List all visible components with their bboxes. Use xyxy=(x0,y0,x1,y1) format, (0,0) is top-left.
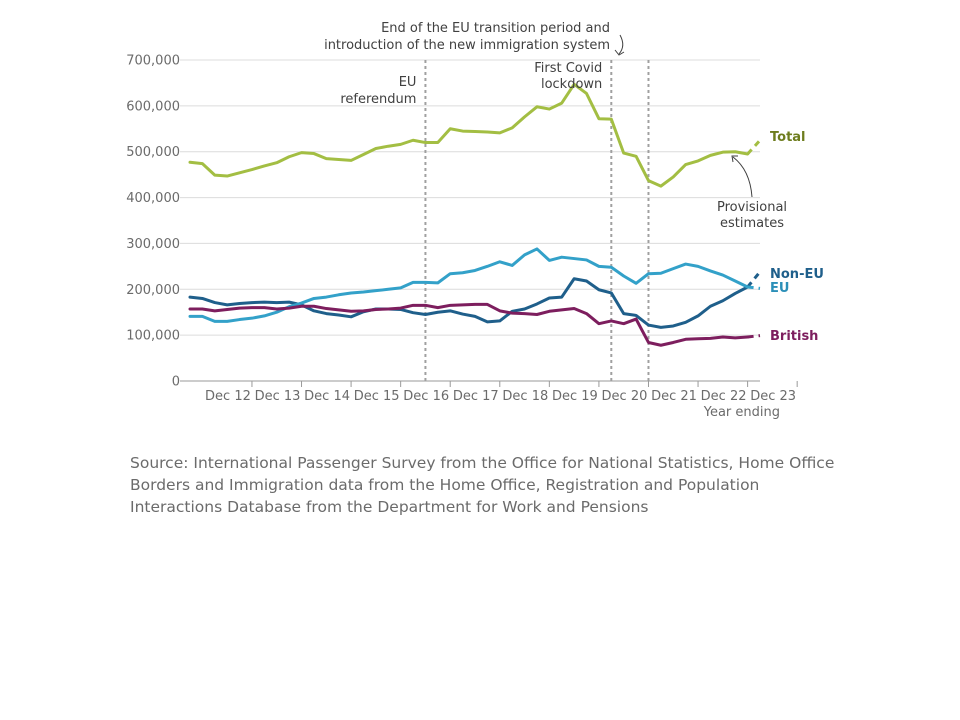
x-tick-label: Dec 15 xyxy=(354,389,400,404)
y-tick-label: 0 xyxy=(172,375,180,390)
series-label-total: Total xyxy=(770,130,806,145)
annotation-transition-arrow xyxy=(618,34,624,55)
series-line-total xyxy=(188,82,750,188)
x-tick-label: Dec 22 xyxy=(701,389,747,404)
y-tick-label: 500,000 xyxy=(126,145,180,160)
annotation-eu-referendum-line2: referendum xyxy=(340,92,416,107)
series-line-non-eu xyxy=(188,277,750,329)
x-tick-label: Dec 14 xyxy=(304,389,350,404)
x-tick-label: Dec 20 xyxy=(602,389,648,404)
annotation-provisional-arrow xyxy=(732,156,753,198)
x-tick-label: Dec 13 xyxy=(255,389,301,404)
x-axis: Dec 12 Dec 13 Dec 14 Dec 15 Dec 16 Dec 17 Dec … xyxy=(205,381,798,420)
y-tick-label: 300,000 xyxy=(126,237,180,252)
annotation-provisional-line1: Provisional xyxy=(717,200,787,215)
annotation-transition-line2: introduction of the new immigration syst… xyxy=(324,38,610,53)
annotation-provisional-line2: estimates xyxy=(720,216,784,231)
annotation-covid-line2: lockdown xyxy=(541,77,602,92)
y-tick-label: 100,000 xyxy=(126,329,180,344)
gridlines: 0 100,000 200,000 300,000 400,000 500,000 600,… xyxy=(126,54,760,390)
y-tick-label: 700,000 xyxy=(126,54,180,69)
series-line-british xyxy=(188,302,750,347)
source-note: Source: International Passenger Survey f… xyxy=(130,454,835,516)
x-tick-label: Dec 21 xyxy=(651,389,697,404)
x-tick-label: Dec 18 xyxy=(502,389,548,404)
series xyxy=(188,82,762,347)
x-tick-label: Dec 17 xyxy=(453,389,499,404)
y-tick-label: 400,000 xyxy=(126,191,180,206)
x-tick-label: Dec 19 xyxy=(552,389,598,404)
x-tick-label: Dec 16 xyxy=(403,389,449,404)
annotation-transition-line1: End of the EU transition period and xyxy=(381,21,610,36)
series-line-provisional-eu xyxy=(747,285,761,290)
y-tick-label: 200,000 xyxy=(126,283,180,298)
series-line-provisional-british xyxy=(747,334,761,339)
x-tick-label: Dec 23 xyxy=(750,389,796,404)
x-axis-title: Year ending xyxy=(703,405,780,420)
annotation-transition-arrowhead xyxy=(614,49,625,56)
series-line-provisional-total xyxy=(746,139,762,156)
annotation-provisional-arrowhead xyxy=(731,155,738,163)
annotation-covid-line1: First Covid xyxy=(534,61,602,76)
y-tick-label: 600,000 xyxy=(126,99,180,114)
annotation-eu-referendum-line1: EU xyxy=(399,75,417,90)
series-label-eu: EU xyxy=(770,281,789,296)
series-line-eu xyxy=(188,247,750,323)
series-label-british: British xyxy=(770,329,818,344)
chart: 0 100,000 200,000 300,000 400,000 500,000 600,… xyxy=(126,21,824,420)
series-label-non-eu: Non-EU xyxy=(770,267,824,282)
x-tick-label: Dec 12 xyxy=(205,389,251,404)
series-line-provisional-non-eu xyxy=(746,270,762,288)
